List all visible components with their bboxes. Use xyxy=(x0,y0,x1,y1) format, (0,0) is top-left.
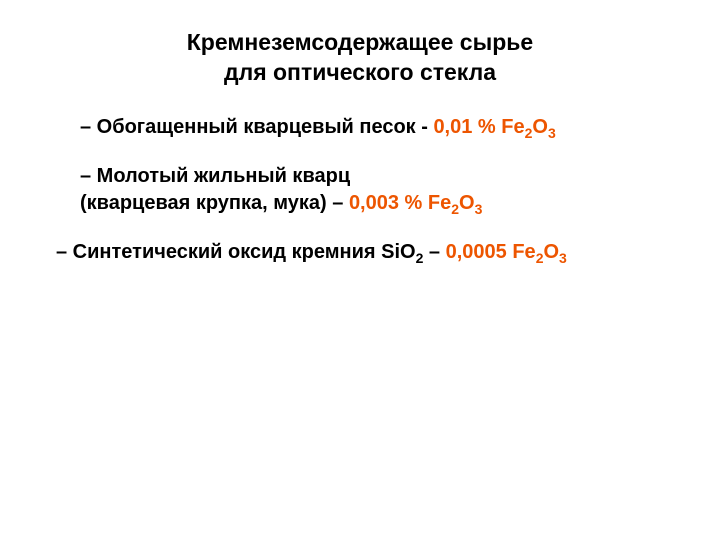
subscript: 3 xyxy=(559,250,567,266)
item-text: – Обогащенный кварцевый песок - xyxy=(80,116,433,138)
value-text: O xyxy=(532,116,548,138)
slide: Кремнеземсодержащее сырье для оптическог… xyxy=(0,0,720,540)
subscript: 3 xyxy=(475,201,483,217)
item-text: – Синтетический оксид кремния SiO2 – xyxy=(56,241,446,263)
value-text: 0,01 % Fe xyxy=(433,116,524,138)
value-text: – xyxy=(423,241,445,263)
slide-body: – Обогащенный кварцевый песок - 0,01 % F… xyxy=(0,114,720,266)
subscript: 3 xyxy=(548,125,556,141)
list-item: – Синтетический оксид кремния SiO2 – 0,0… xyxy=(0,239,720,266)
item-text: (кварцевая крупка, мука) – xyxy=(80,192,349,214)
value-text: O xyxy=(459,192,475,214)
value-text: O xyxy=(543,241,559,263)
title-line-1: Кремнеземсодержащее сырье xyxy=(187,29,533,55)
item-text: – Молотый жильный кварц xyxy=(80,165,350,187)
subscript: 2 xyxy=(451,201,459,217)
item-value: 0,003 % Fe2O3 xyxy=(349,192,482,214)
value-text: 0,003 % Fe xyxy=(349,192,451,214)
item-value: 0,0005 Fe2O3 xyxy=(446,241,567,263)
title-line-2: для оптического стекла xyxy=(224,59,496,85)
list-item: – Молотый жильный кварц (кварцевая крупк… xyxy=(0,163,720,217)
list-item: – Обогащенный кварцевый песок - 0,01 % F… xyxy=(0,114,720,141)
value-text: – Синтетический оксид кремния SiO xyxy=(56,241,416,263)
item-value: 0,01 % Fe2O3 xyxy=(433,116,555,138)
slide-title: Кремнеземсодержащее сырье для оптическог… xyxy=(0,28,720,88)
value-text: 0,0005 Fe xyxy=(446,241,536,263)
